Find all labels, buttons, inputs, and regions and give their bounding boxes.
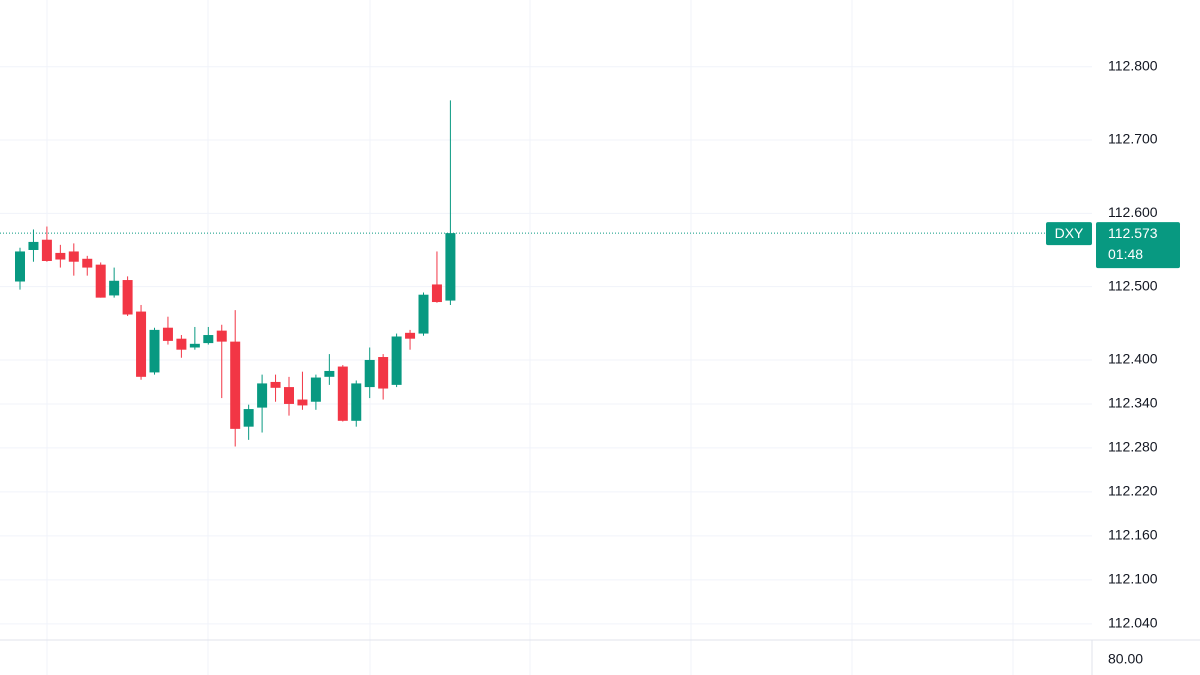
candle-body [109,280,120,296]
candle-body [149,329,160,373]
candle-body [405,332,416,339]
candle-body [15,251,25,282]
candle-body [324,370,335,377]
candle-body [162,327,173,341]
y-tick-label: 112.280 [1108,439,1158,455]
candle-body [310,377,321,402]
candle-body [122,280,133,315]
candle-body [95,264,106,298]
last-price-label: 112.573 [1108,225,1158,241]
y-tick-label: 112.040 [1108,615,1158,631]
candle-body [82,258,93,268]
candle-body [176,338,187,350]
candle-body [284,387,294,404]
candle-body [378,357,389,389]
lower-pane-tick-label: 80.00 [1108,651,1143,667]
y-tick-label: 112.400 [1108,351,1158,367]
candle-body [351,383,362,421]
candle-body [270,381,281,388]
countdown-label: 01:48 [1108,246,1143,262]
y-tick-label: 112.220 [1108,483,1158,499]
y-tick-label: 112.340 [1108,395,1158,411]
y-tick-label: 112.160 [1108,527,1158,543]
candle-body [364,359,375,388]
candle-body [418,294,429,334]
y-tick-label: 112.700 [1108,131,1158,147]
y-tick-label: 112.800 [1108,57,1158,73]
y-tick-label: 112.100 [1108,571,1158,587]
candle-body [230,341,241,429]
candle-body [41,239,52,261]
candle-body [136,311,147,377]
symbol-tag [1046,222,1092,246]
candle-body [257,383,268,408]
candle-body [431,284,442,303]
candle-body [445,233,456,301]
y-tick-label: 112.500 [1108,277,1158,293]
y-tick-label: 112.600 [1108,204,1158,220]
candle-body [203,335,214,344]
candle-body [297,399,308,406]
candle-body [55,252,66,260]
candle-body [337,366,348,421]
candle-body [189,343,200,348]
candle-body [243,409,254,427]
price-tag [1096,222,1180,269]
candle-body [28,241,39,250]
vertical-grid [46,0,1014,675]
candle-body [391,336,402,385]
symbol-label: DXY [1055,225,1084,241]
candle-body [216,330,227,342]
candle-body [68,251,79,262]
